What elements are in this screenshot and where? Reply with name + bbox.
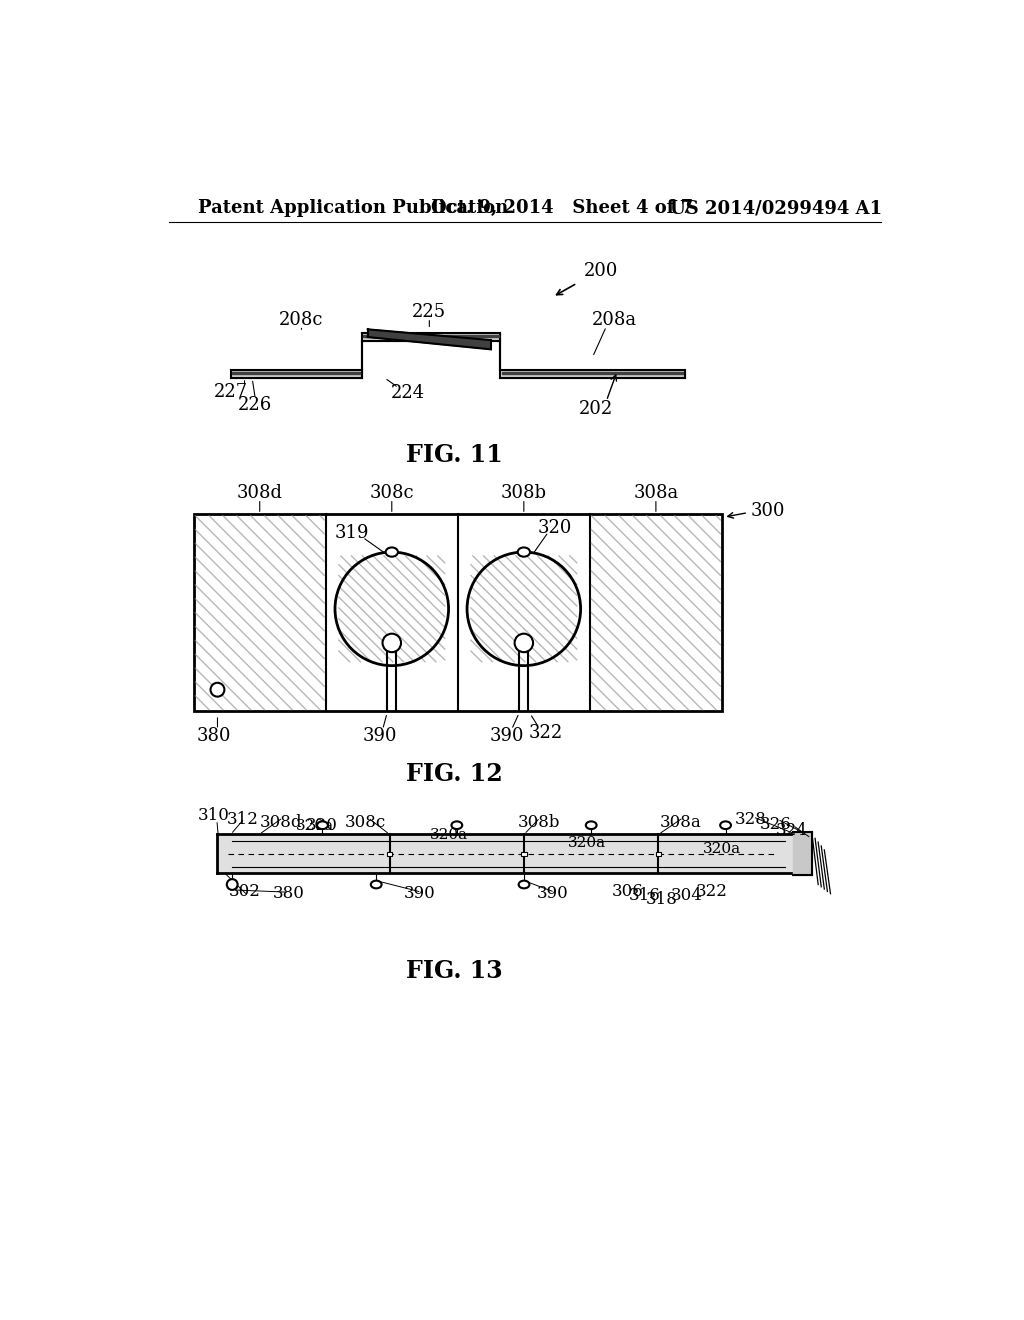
Polygon shape	[232, 372, 360, 374]
Text: 316: 316	[629, 887, 660, 904]
Text: 208c: 208c	[280, 312, 324, 329]
Text: FIG. 12: FIG. 12	[406, 763, 503, 787]
Text: 208a: 208a	[592, 312, 637, 329]
Text: 225: 225	[413, 304, 446, 321]
Text: 308a: 308a	[660, 814, 702, 832]
Bar	[521, 851, 526, 855]
Text: 328: 328	[734, 812, 766, 829]
Polygon shape	[364, 335, 499, 337]
Polygon shape	[793, 832, 812, 875]
Text: 380: 380	[272, 886, 304, 903]
Text: 306: 306	[611, 883, 643, 900]
Text: 308c: 308c	[370, 484, 414, 503]
Circle shape	[211, 682, 224, 697]
Ellipse shape	[518, 880, 529, 888]
Polygon shape	[361, 333, 500, 341]
Text: 308d: 308d	[237, 484, 283, 503]
Text: Patent Application Publication: Patent Application Publication	[199, 199, 509, 218]
Polygon shape	[230, 370, 361, 378]
Text: 390: 390	[489, 727, 524, 744]
Text: 318: 318	[646, 891, 678, 908]
Text: 312: 312	[226, 812, 258, 829]
Text: 324: 324	[775, 822, 807, 840]
Text: 308d: 308d	[259, 814, 302, 832]
Text: 326: 326	[760, 816, 792, 833]
Text: FIG. 13: FIG. 13	[406, 958, 503, 983]
Text: 200: 200	[584, 263, 617, 280]
Text: 320a: 320a	[430, 828, 468, 842]
Ellipse shape	[586, 821, 597, 829]
Polygon shape	[502, 372, 683, 374]
Ellipse shape	[386, 548, 398, 557]
Polygon shape	[368, 330, 490, 350]
Text: 226: 226	[239, 396, 272, 413]
Bar	[655, 851, 662, 855]
Text: 308b: 308b	[517, 814, 560, 832]
Text: 310: 310	[198, 807, 229, 824]
Text: 380: 380	[197, 727, 230, 744]
Text: 304: 304	[671, 887, 702, 904]
Text: 308b: 308b	[501, 484, 547, 503]
Text: 322: 322	[528, 723, 562, 742]
Text: 390: 390	[362, 727, 397, 744]
Text: 300: 300	[751, 502, 785, 520]
Bar	[387, 851, 392, 855]
Text: 322: 322	[696, 883, 728, 900]
Text: US 2014/0299494 A1: US 2014/0299494 A1	[670, 199, 882, 218]
Text: 320: 320	[538, 519, 571, 537]
Text: 202: 202	[580, 400, 613, 417]
Ellipse shape	[452, 821, 462, 829]
Text: 320a: 320a	[702, 842, 740, 857]
Text: 227: 227	[214, 383, 248, 401]
Text: 302: 302	[228, 883, 260, 900]
Text: 390: 390	[537, 886, 568, 903]
Polygon shape	[500, 370, 685, 378]
Circle shape	[226, 879, 238, 890]
Text: 308a: 308a	[633, 484, 679, 503]
Text: FIG. 11: FIG. 11	[406, 442, 503, 467]
Text: 320a: 320a	[296, 818, 334, 833]
Text: 320: 320	[305, 817, 338, 834]
Circle shape	[515, 634, 534, 652]
Circle shape	[383, 634, 401, 652]
Ellipse shape	[317, 821, 328, 829]
Text: 319: 319	[335, 524, 369, 543]
Ellipse shape	[371, 880, 382, 888]
Ellipse shape	[720, 821, 731, 829]
Polygon shape	[217, 834, 793, 873]
Text: 224: 224	[391, 384, 425, 403]
Text: 308c: 308c	[345, 814, 386, 832]
Ellipse shape	[518, 548, 530, 557]
Text: 390: 390	[403, 886, 435, 903]
Text: 320a: 320a	[568, 836, 606, 850]
Text: Oct. 9, 2014   Sheet 4 of 7: Oct. 9, 2014 Sheet 4 of 7	[431, 199, 693, 218]
Bar	[194, 513, 722, 711]
